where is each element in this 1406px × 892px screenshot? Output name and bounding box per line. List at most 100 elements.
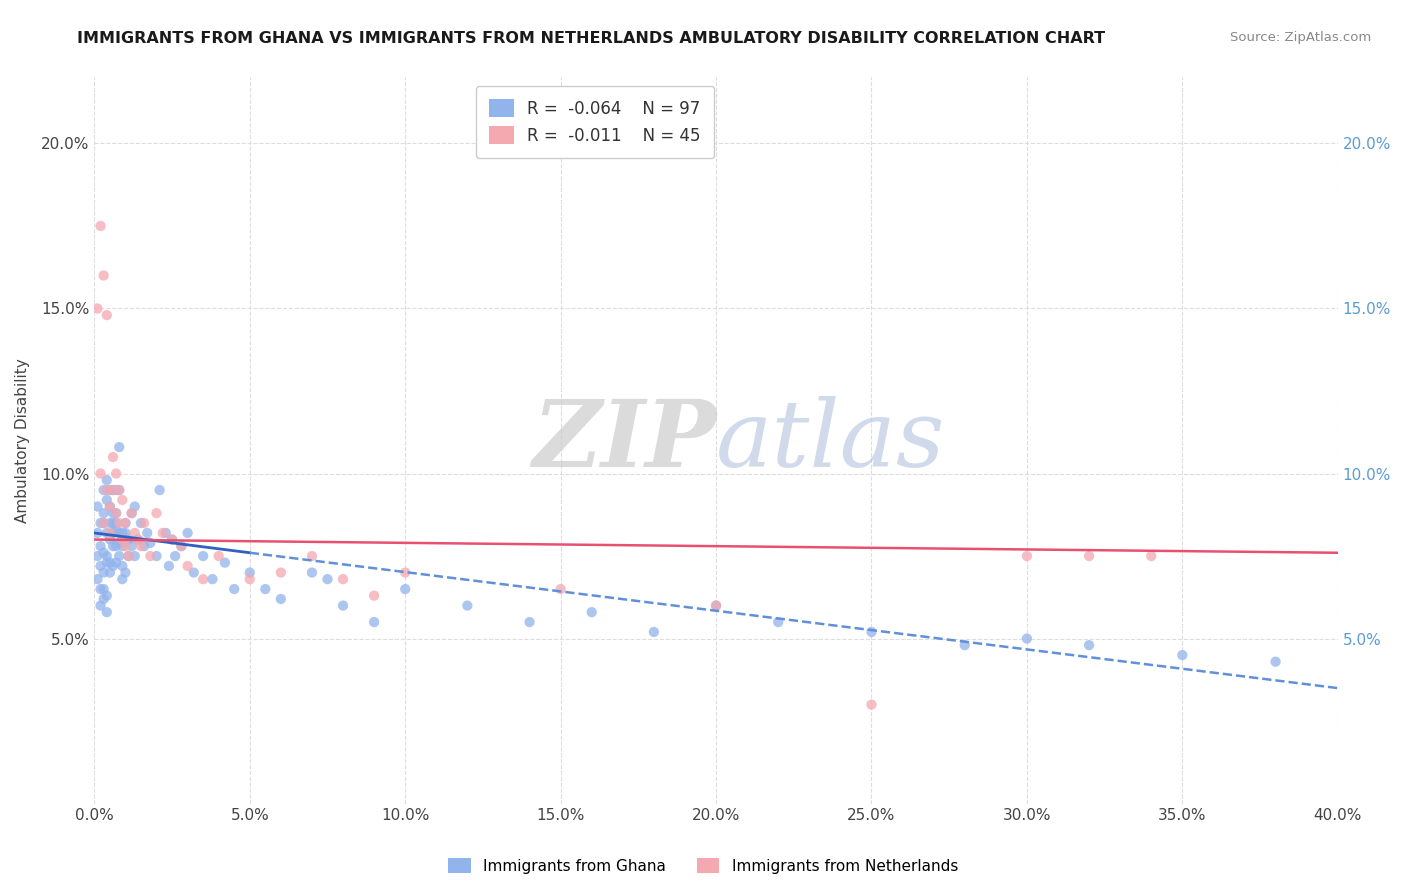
Point xyxy=(101,539,124,553)
Point xyxy=(121,506,143,520)
Point xyxy=(98,556,121,570)
Text: ZIP: ZIP xyxy=(531,395,716,485)
Point xyxy=(145,549,167,563)
Point xyxy=(114,516,136,530)
Point xyxy=(239,572,262,586)
Point xyxy=(208,549,231,563)
Point xyxy=(270,591,292,606)
Point xyxy=(108,536,131,550)
Point xyxy=(101,558,124,573)
Point xyxy=(111,572,134,586)
Point xyxy=(860,624,883,639)
Point xyxy=(132,539,155,553)
Point xyxy=(90,467,112,481)
Point xyxy=(254,582,277,596)
Point xyxy=(170,539,193,553)
Point xyxy=(96,605,118,619)
Point xyxy=(176,558,198,573)
Point xyxy=(121,539,143,553)
Point xyxy=(1171,648,1194,662)
Point xyxy=(98,500,121,514)
Point xyxy=(96,556,118,570)
Point xyxy=(90,219,112,233)
Point xyxy=(96,549,118,563)
Point xyxy=(98,525,121,540)
Point xyxy=(96,473,118,487)
Point xyxy=(105,516,128,530)
Point xyxy=(456,599,478,613)
Point xyxy=(1140,549,1163,563)
Point xyxy=(90,539,112,553)
Point xyxy=(86,525,108,540)
Point xyxy=(114,566,136,580)
Point xyxy=(129,539,152,553)
Point xyxy=(183,566,205,580)
Point xyxy=(170,539,193,553)
Point xyxy=(90,582,112,596)
Point xyxy=(139,536,162,550)
Point xyxy=(214,556,236,570)
Point xyxy=(108,440,131,454)
Point xyxy=(124,525,146,540)
Point xyxy=(90,558,112,573)
Point xyxy=(117,549,139,563)
Point xyxy=(301,549,323,563)
Point xyxy=(93,546,115,560)
Point xyxy=(105,467,128,481)
Point xyxy=(191,572,214,586)
Point xyxy=(316,572,339,586)
Point xyxy=(165,549,187,563)
Text: Source: ZipAtlas.com: Source: ZipAtlas.com xyxy=(1230,31,1371,45)
Point xyxy=(136,525,159,540)
Point xyxy=(550,582,572,596)
Point xyxy=(108,525,131,540)
Legend: R =  -0.064    N = 97, R =  -0.011    N = 45: R = -0.064 N = 97, R = -0.011 N = 45 xyxy=(475,86,714,158)
Point xyxy=(1264,655,1286,669)
Point xyxy=(149,483,172,497)
Point xyxy=(704,599,727,613)
Point xyxy=(363,589,385,603)
Point xyxy=(86,500,108,514)
Point xyxy=(98,483,121,497)
Text: IMMIGRANTS FROM GHANA VS IMMIGRANTS FROM NETHERLANDS AMBULATORY DISABILITY CORRE: IMMIGRANTS FROM GHANA VS IMMIGRANTS FROM… xyxy=(77,31,1105,46)
Point xyxy=(108,483,131,497)
Point xyxy=(124,500,146,514)
Point xyxy=(105,483,128,497)
Point xyxy=(93,591,115,606)
Point xyxy=(86,572,108,586)
Point xyxy=(176,525,198,540)
Point xyxy=(860,698,883,712)
Point xyxy=(111,533,134,547)
Point xyxy=(121,506,143,520)
Point xyxy=(90,599,112,613)
Point xyxy=(519,615,541,629)
Point xyxy=(96,308,118,322)
Point xyxy=(114,525,136,540)
Point xyxy=(1015,632,1038,646)
Point xyxy=(394,582,416,596)
Point xyxy=(332,572,354,586)
Point xyxy=(160,533,183,547)
Point xyxy=(127,533,149,547)
Point xyxy=(98,516,121,530)
Point xyxy=(101,506,124,520)
Point xyxy=(953,638,976,652)
Point xyxy=(224,582,246,596)
Point xyxy=(768,615,790,629)
Point xyxy=(239,566,262,580)
Point xyxy=(93,483,115,497)
Point xyxy=(111,492,134,507)
Point xyxy=(93,516,115,530)
Point xyxy=(643,624,665,639)
Point xyxy=(96,492,118,507)
Point xyxy=(108,516,131,530)
Legend: Immigrants from Ghana, Immigrants from Netherlands: Immigrants from Ghana, Immigrants from N… xyxy=(441,852,965,880)
Point xyxy=(105,523,128,537)
Point xyxy=(191,549,214,563)
Point xyxy=(101,450,124,464)
Point xyxy=(98,500,121,514)
Point xyxy=(117,533,139,547)
Point xyxy=(105,506,128,520)
Point xyxy=(332,599,354,613)
Point xyxy=(201,572,224,586)
